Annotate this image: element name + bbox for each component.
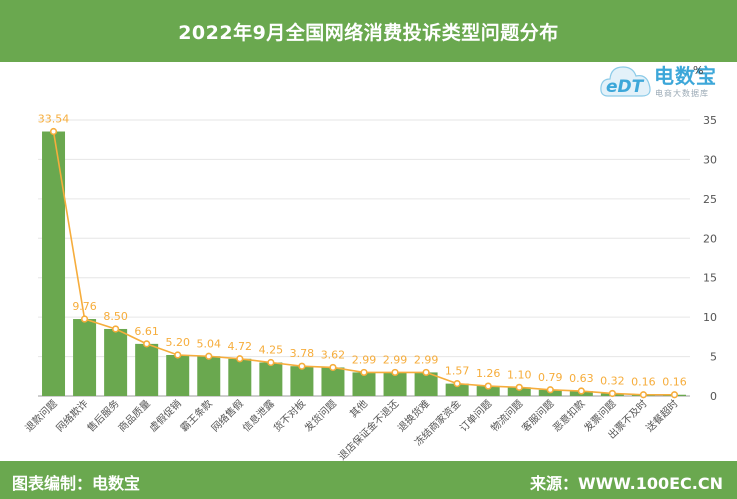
data-label: 1.26 [476,367,501,380]
line-point [298,362,306,370]
x-tick-label: 网络售假 [208,397,245,434]
chart-title: 2022年9月全国网络消费投诉类型问题分布 [178,21,559,44]
bar [166,354,190,396]
y-tick-label: 5 [710,351,717,364]
chart-header: 2022年9月全国网络消费投诉类型问题分布 [0,0,737,62]
data-label: 0.16 [631,376,656,389]
y-axis-unit: % [693,64,704,77]
data-label: 2.99 [352,353,377,366]
data-label: 4.25 [259,343,284,356]
data-label: 0.32 [600,374,625,387]
logo-brand: 电数宝 [654,64,717,88]
bar [445,383,469,396]
y-tick-label: 35 [703,114,717,127]
data-label: 3.78 [290,347,315,360]
bar [259,362,283,396]
bar [290,366,314,396]
line-point [515,383,523,391]
data-label: 6.61 [134,325,159,338]
data-label: 33.54 [38,113,70,126]
line-point [670,391,679,399]
bar [104,328,128,396]
data-label: 1.57 [445,365,470,378]
data-label: 1.10 [507,368,532,381]
x-tick-label: 恶意扣款 [550,397,587,434]
line-point [546,386,554,394]
footer-source: 来源：WWW.100EC.CN [529,474,723,493]
line-point [174,351,182,359]
y-tick-label: 15 [703,272,717,285]
x-tick-label: 网络欺诈 [53,397,90,434]
data-label: 0.16 [662,376,687,389]
x-tick-label: 客服问题 [519,397,556,434]
line-point [639,391,648,399]
bar [476,386,500,396]
bar [73,319,97,396]
data-label: 5.04 [197,337,222,350]
x-tick-label: 送餐超时 [643,397,680,434]
data-label: 9.76 [72,300,97,313]
x-tick-label: 订单问题 [457,397,494,434]
line-point [112,325,120,333]
bar [507,387,531,396]
y-tick-label: 0 [710,390,717,403]
bar [197,356,221,396]
x-tick-label: 物流问题 [488,397,525,434]
line-point [80,315,89,323]
line-point [236,355,244,363]
line-point [267,358,275,367]
x-tick-label: 售后服务 [84,397,121,434]
data-label: 4.72 [228,340,253,353]
data-label: 2.99 [414,353,439,366]
logo: eDT 电数宝 电商大数据库 [598,58,728,106]
line-point [49,127,58,136]
y-tick-label: 25 [703,193,717,206]
bar [135,343,159,396]
x-tick-label: 其他 [347,397,370,420]
x-tick-label: 信息泄露 [240,397,277,434]
x-tick-label: 商品质量 [115,397,152,434]
data-label: 0.63 [569,372,594,385]
data-label: 2.99 [383,353,408,366]
data-label: 5.20 [165,336,190,349]
y-tick-label: 30 [703,153,717,166]
bar [383,372,407,396]
data-label: 0.79 [538,371,563,384]
line-point [577,387,585,395]
cloud-logo-icon [600,66,651,97]
line-point [484,382,492,390]
line-point [329,363,337,372]
x-tick-label: 退款问题 [22,397,59,434]
bar [42,131,66,397]
line-point [453,380,461,388]
chart-footer: 图表编制：电数宝 来源：WWW.100EC.CN [0,461,737,499]
line-point [360,368,368,377]
x-tick-label: 发货问题 [302,397,339,434]
bar [321,367,345,396]
bar [228,358,252,396]
y-tick-label: 10 [703,311,717,324]
chart-plot: 0 5 10 15 20 25 30 35 33.54 9.76 8.50 6.61 5.20 5.04 4… [22,113,717,461]
bar [414,372,438,396]
logo-mark: eDT [606,77,644,97]
line-point [422,368,430,377]
y-tick-label: 20 [703,232,717,245]
line-point [391,368,399,377]
line-point [608,389,616,398]
x-tick-label: 虚假促销 [146,397,183,434]
footer-credit: 图表编制：电数宝 [12,474,141,493]
data-label: 3.62 [321,348,346,361]
logo-subtitle: 电商大数据库 [655,89,709,98]
line-point [205,352,213,360]
x-tick-label: 霸王条款 [177,397,214,434]
data-label: 8.50 [103,310,128,323]
x-tick-label: 货不对板 [271,397,308,434]
line-point [143,340,151,348]
bar [352,372,376,396]
